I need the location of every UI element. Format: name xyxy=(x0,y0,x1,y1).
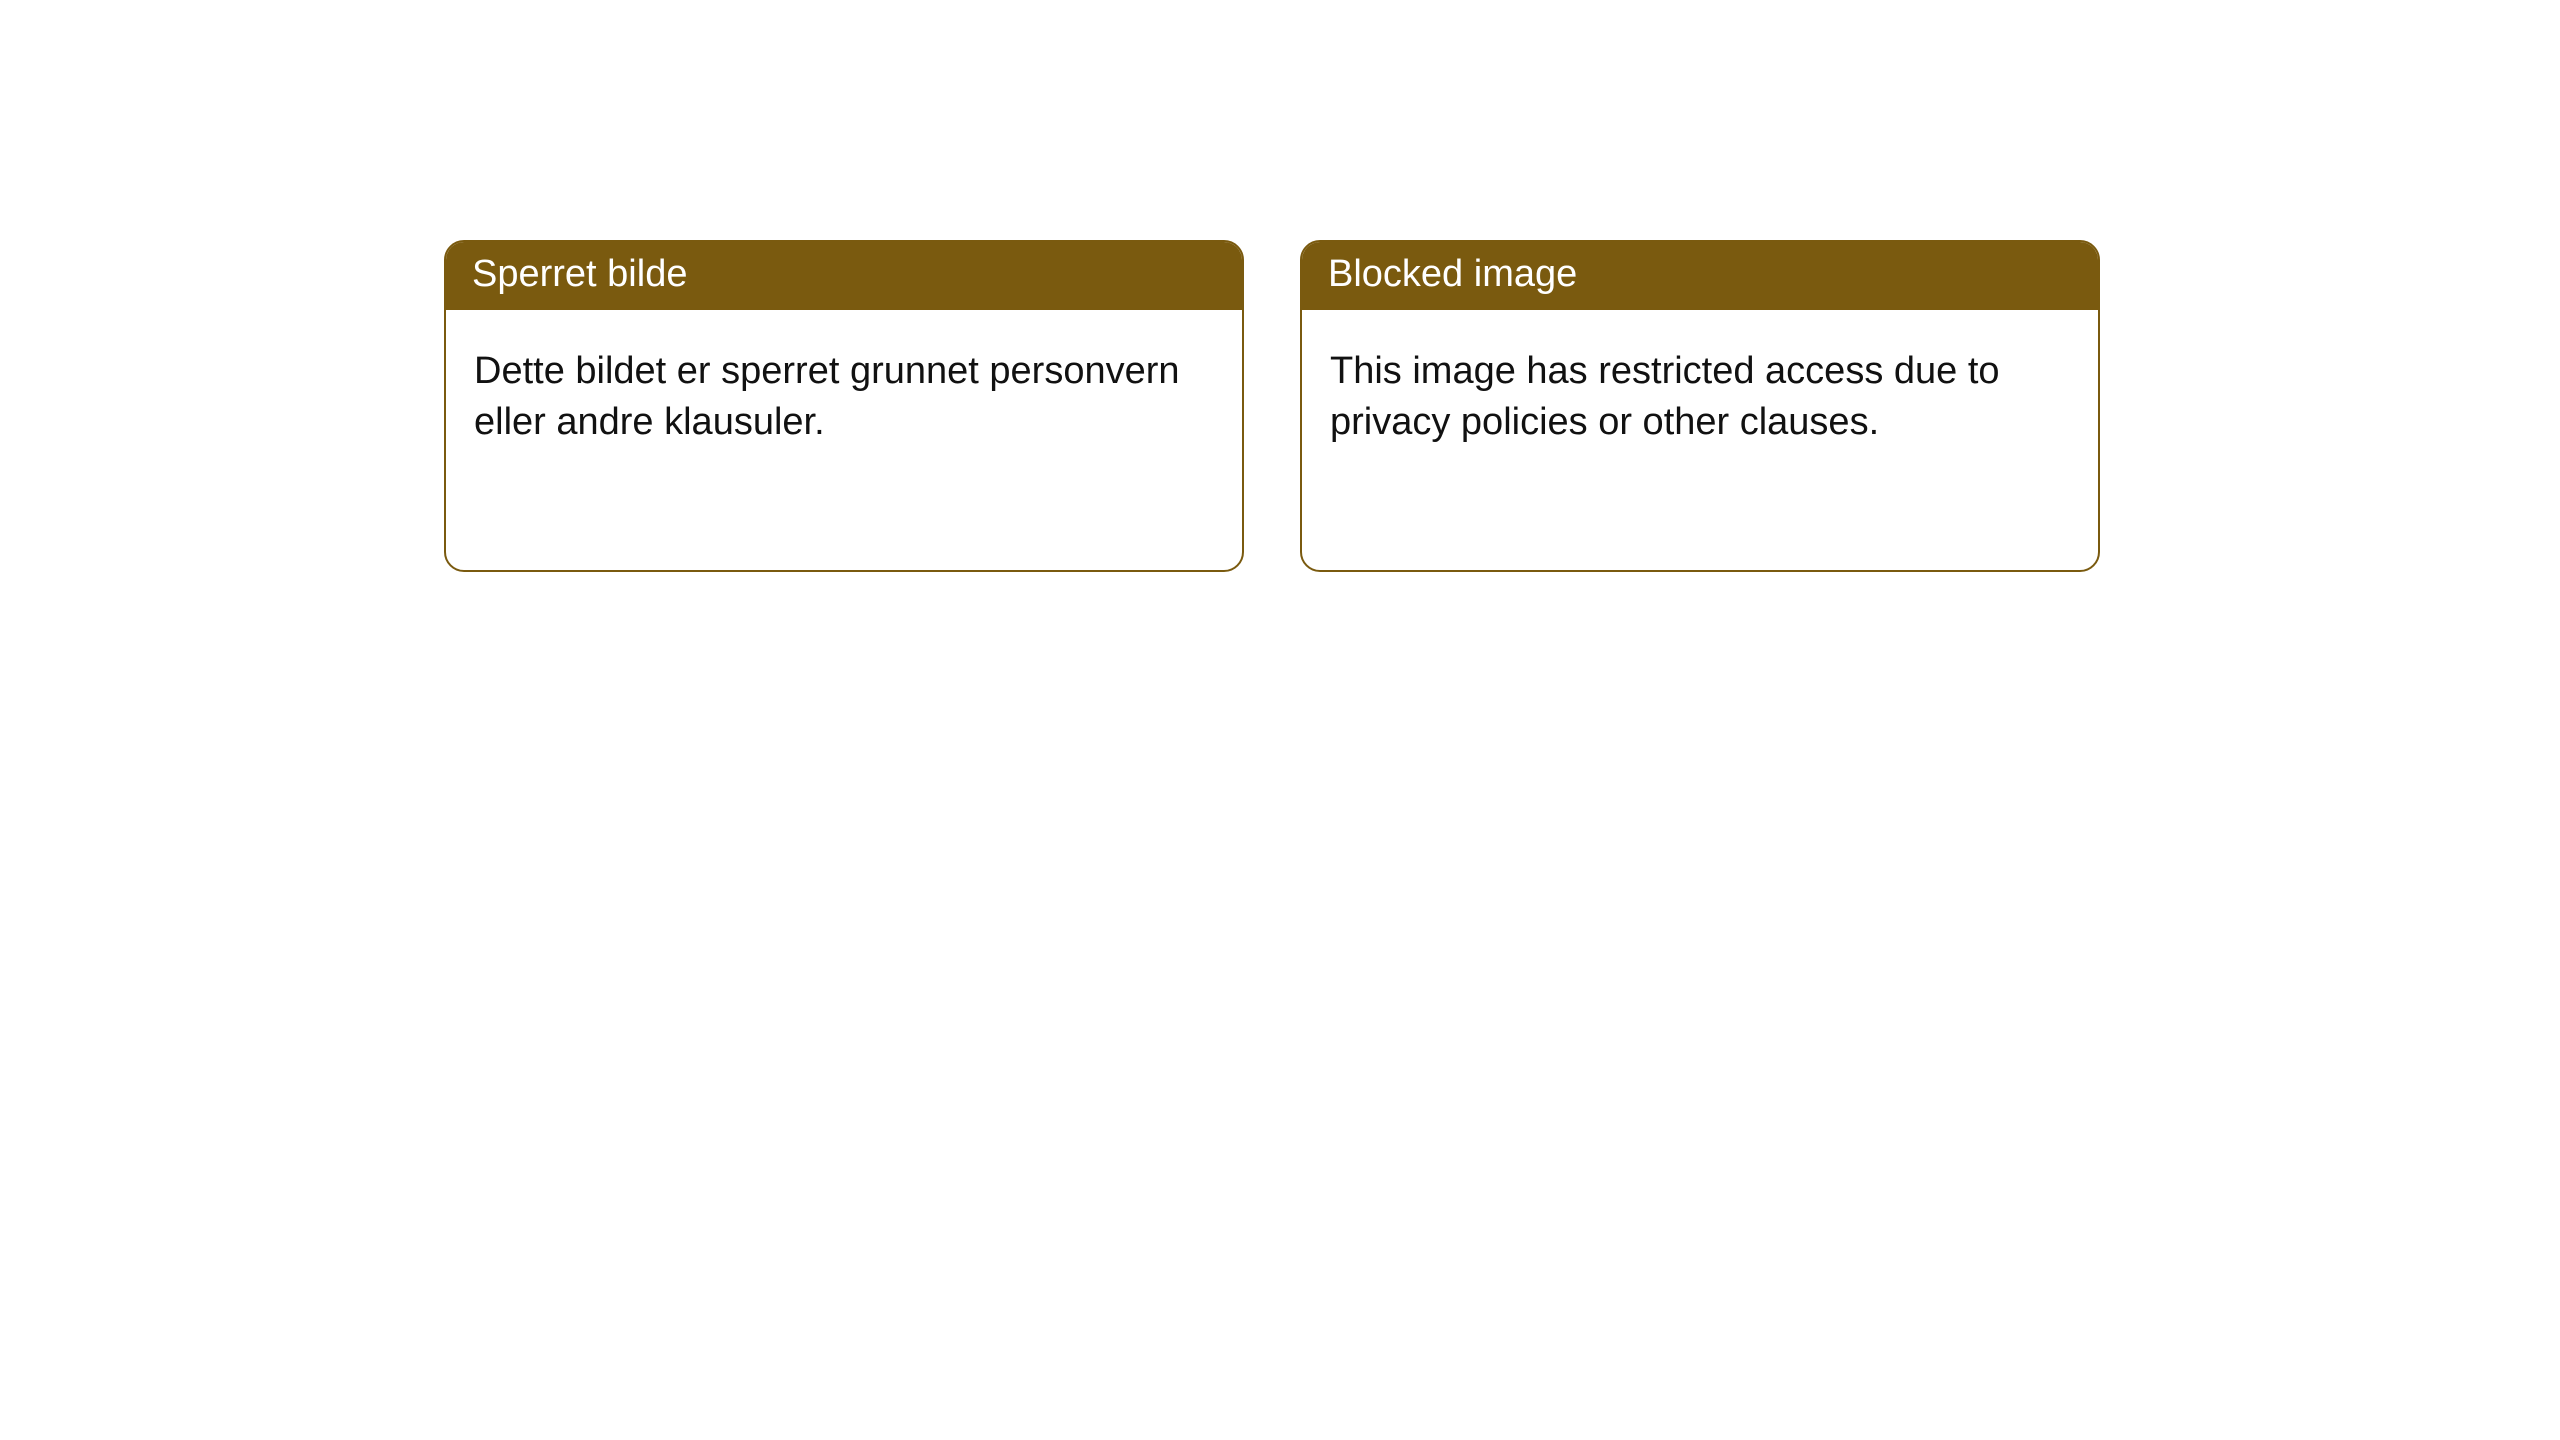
card-body-text: This image has restricted access due to … xyxy=(1302,310,2098,477)
card-header-title: Blocked image xyxy=(1302,242,2098,310)
notice-card-norwegian: Sperret bilde Dette bildet er sperret gr… xyxy=(444,240,1244,572)
notice-cards-container: Sperret bilde Dette bildet er sperret gr… xyxy=(0,0,2560,572)
card-header-title: Sperret bilde xyxy=(446,242,1242,310)
notice-card-english: Blocked image This image has restricted … xyxy=(1300,240,2100,572)
card-body-text: Dette bildet er sperret grunnet personve… xyxy=(446,310,1242,477)
